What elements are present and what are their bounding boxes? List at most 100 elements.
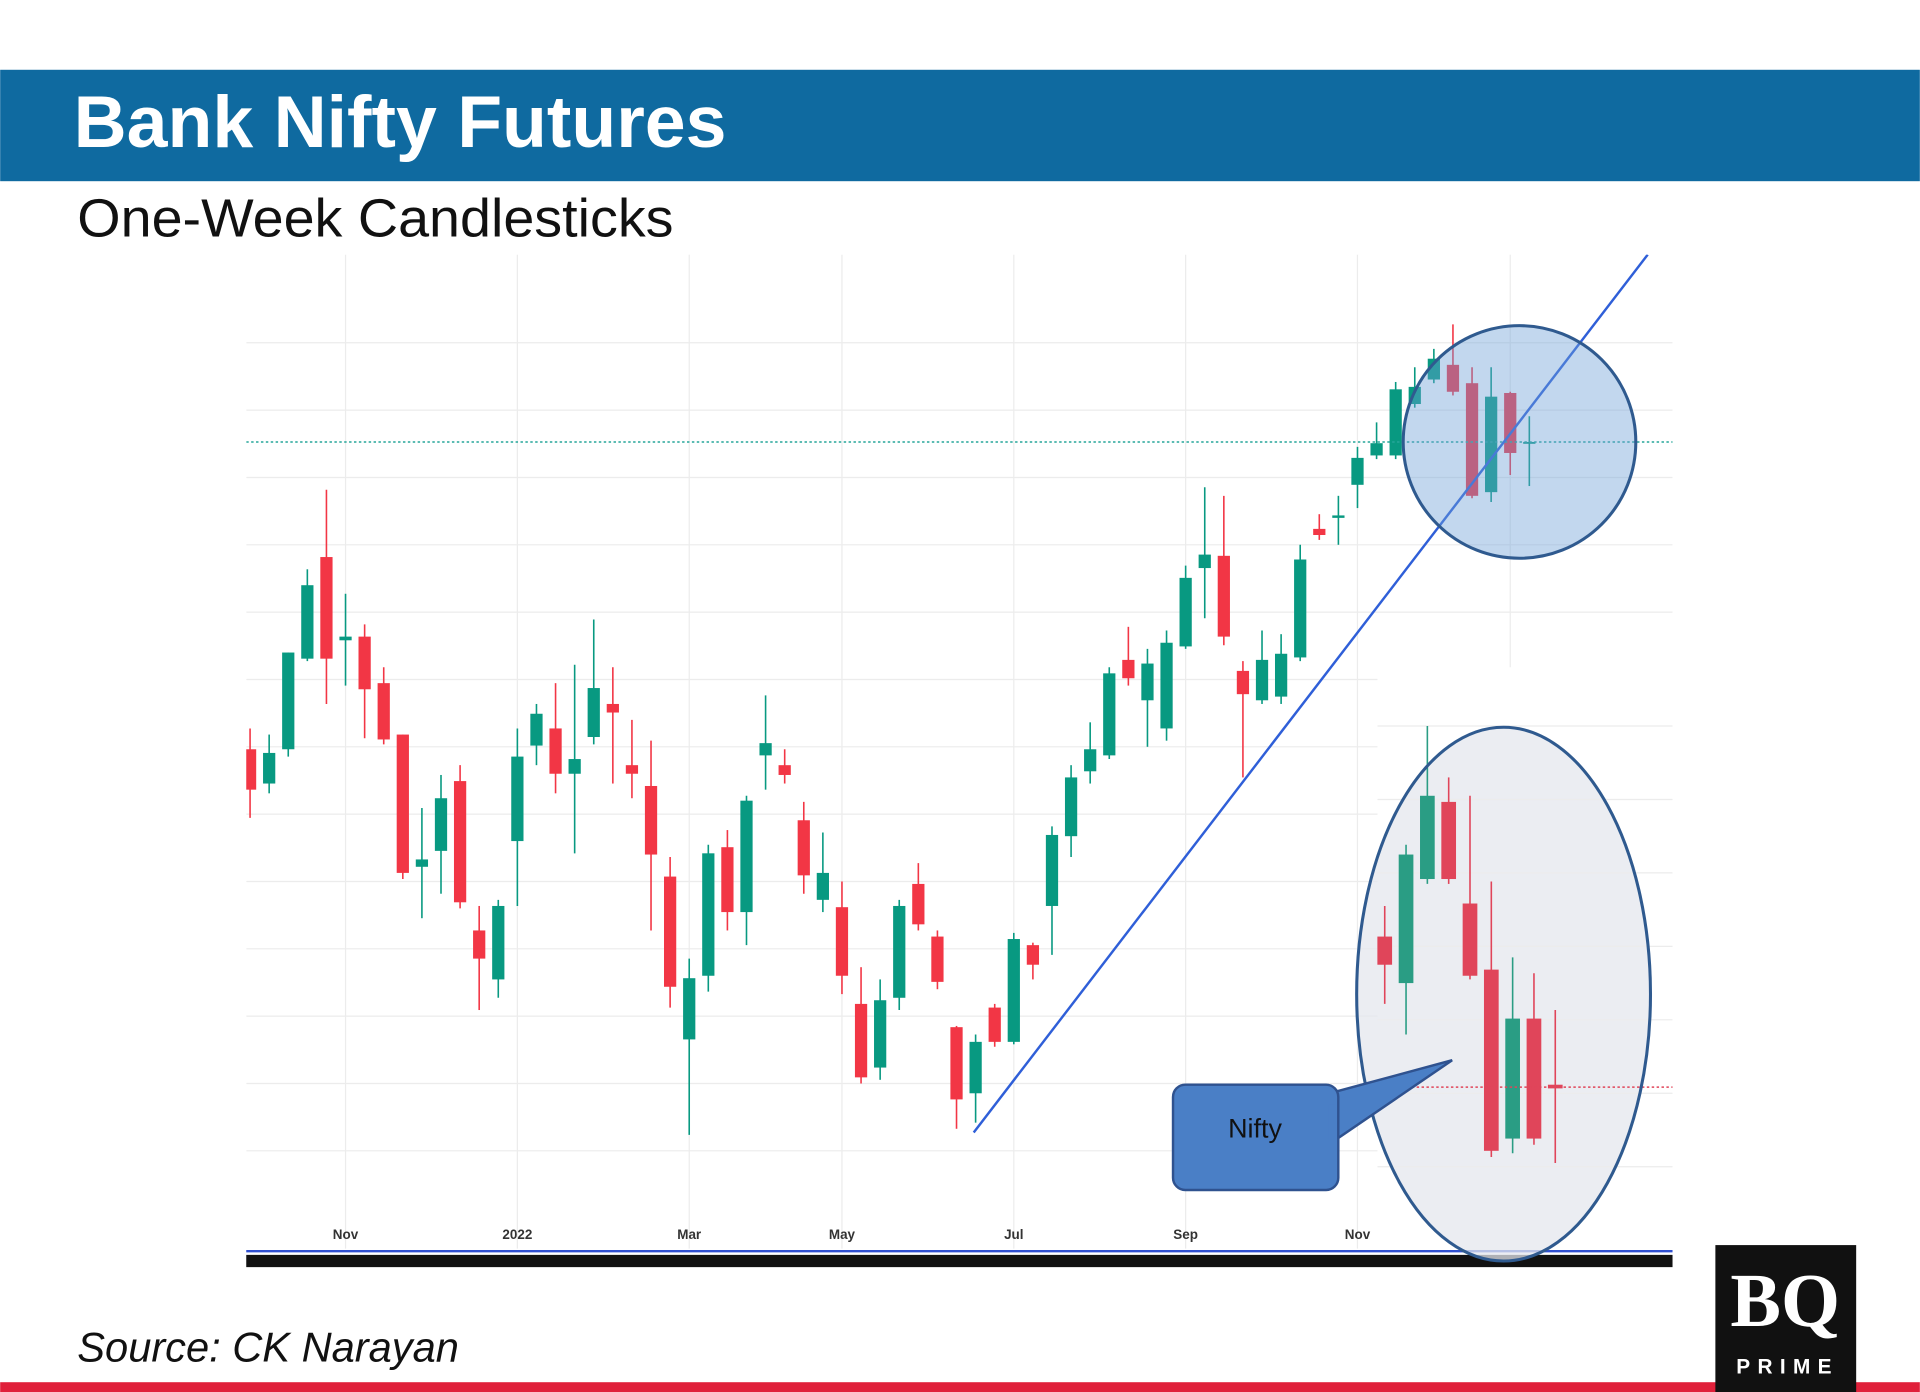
candle-body xyxy=(396,734,409,873)
callout-box xyxy=(1171,1083,1340,1192)
candle-body xyxy=(1505,1018,1520,1139)
candle-body xyxy=(1179,577,1192,647)
candle-body xyxy=(931,936,944,982)
candle-body xyxy=(1523,441,1536,444)
highlight-circle xyxy=(1401,324,1638,560)
candle-body xyxy=(1045,834,1059,906)
candle-body xyxy=(1274,653,1288,697)
x-tick-label: Nov xyxy=(1345,1227,1371,1242)
title: Bank Nifty Futures xyxy=(74,81,727,163)
candle-body xyxy=(1313,528,1326,536)
candle-body xyxy=(1526,1018,1542,1139)
annotation: Nifty xyxy=(1228,1113,1282,1143)
candle-body xyxy=(721,847,734,913)
candle-body xyxy=(1332,515,1345,518)
highlight-ellipse-fill xyxy=(1356,727,1651,1262)
candle-body xyxy=(377,683,390,740)
candle-body xyxy=(568,759,581,774)
candle-body xyxy=(511,756,524,842)
candle-body xyxy=(874,1000,887,1068)
inset-chart: Nifty xyxy=(1171,667,1673,1263)
candle-body xyxy=(683,978,696,1040)
candle-body xyxy=(1122,659,1135,679)
bottom-rule xyxy=(0,1382,1920,1392)
candle-body xyxy=(1007,939,1020,1042)
candle-body xyxy=(473,930,486,959)
candle-body xyxy=(1255,659,1269,701)
candle-body xyxy=(664,876,677,987)
candle-body xyxy=(320,557,333,659)
candle-body xyxy=(1160,642,1173,729)
x-tick-label: Sep xyxy=(1173,1227,1198,1242)
candle-body xyxy=(1483,969,1499,1151)
candle-body xyxy=(1465,383,1479,496)
candle-body xyxy=(1441,801,1457,880)
title-banner xyxy=(0,69,1920,182)
subtitle: One-Week Candlesticks xyxy=(77,188,673,248)
candle-body xyxy=(1103,673,1116,756)
candle-body xyxy=(530,713,543,746)
candle-body xyxy=(606,703,619,713)
candle-body xyxy=(1446,364,1460,392)
candle-body xyxy=(778,765,791,775)
logo-name: PRIME xyxy=(1736,1356,1839,1379)
candle-body xyxy=(854,1003,868,1078)
candle-body xyxy=(625,765,639,774)
candle-body xyxy=(246,749,257,790)
candle-body xyxy=(1198,554,1211,569)
candle-body xyxy=(1462,903,1478,976)
candle-body xyxy=(1084,749,1097,772)
candle-body xyxy=(969,1041,982,1094)
candle-body xyxy=(1370,443,1383,456)
x-tick-label: Nov xyxy=(333,1227,359,1242)
candle-body xyxy=(1420,795,1435,880)
main-chart xyxy=(246,254,1673,1249)
candle-body xyxy=(644,785,658,855)
trendline xyxy=(972,254,1649,1134)
logo-box xyxy=(1715,1245,1857,1392)
candle-body xyxy=(1026,945,1040,965)
x-tick-label: Mar xyxy=(677,1227,702,1242)
x-tick-label: May xyxy=(829,1227,856,1242)
candle-body xyxy=(988,1007,1001,1042)
candle-body xyxy=(1351,457,1364,485)
candle-body xyxy=(1389,389,1402,456)
candle-body xyxy=(453,781,467,903)
candle-body xyxy=(797,820,810,876)
candle-body xyxy=(549,728,562,774)
candle-body xyxy=(950,1027,963,1100)
candle-body xyxy=(1294,559,1307,658)
candle-body xyxy=(263,752,276,784)
x-tick-label: 2022 xyxy=(502,1227,532,1242)
candle-body xyxy=(339,636,352,641)
candle-body xyxy=(282,652,295,750)
candle-body xyxy=(1064,777,1078,837)
candle-body xyxy=(1398,854,1414,984)
candle-body xyxy=(358,636,371,690)
candle-body xyxy=(415,859,429,867)
source: Source: CK Narayan xyxy=(77,1323,459,1370)
candle-body xyxy=(702,853,715,976)
candle-body xyxy=(1485,396,1498,493)
candle-body xyxy=(835,907,849,976)
candle-body xyxy=(587,688,600,738)
candle-body xyxy=(434,798,448,851)
logo-mark: BQ xyxy=(1730,1259,1840,1343)
axis-bar xyxy=(246,1254,1673,1268)
candle-body xyxy=(1377,936,1393,965)
highlight-ellipse xyxy=(1355,725,1653,1263)
x-tick-label: Jul xyxy=(1004,1227,1023,1242)
candle-body xyxy=(816,872,829,900)
candle-body xyxy=(492,905,505,980)
candle-body xyxy=(1236,670,1250,695)
candle-body xyxy=(1427,358,1440,380)
candle-body xyxy=(1141,663,1154,701)
candle-body xyxy=(759,743,772,756)
candle-body xyxy=(1217,555,1230,637)
candle-body xyxy=(301,585,314,659)
candle-body xyxy=(893,905,906,998)
candle-body xyxy=(740,800,753,913)
candle-body xyxy=(912,883,925,925)
